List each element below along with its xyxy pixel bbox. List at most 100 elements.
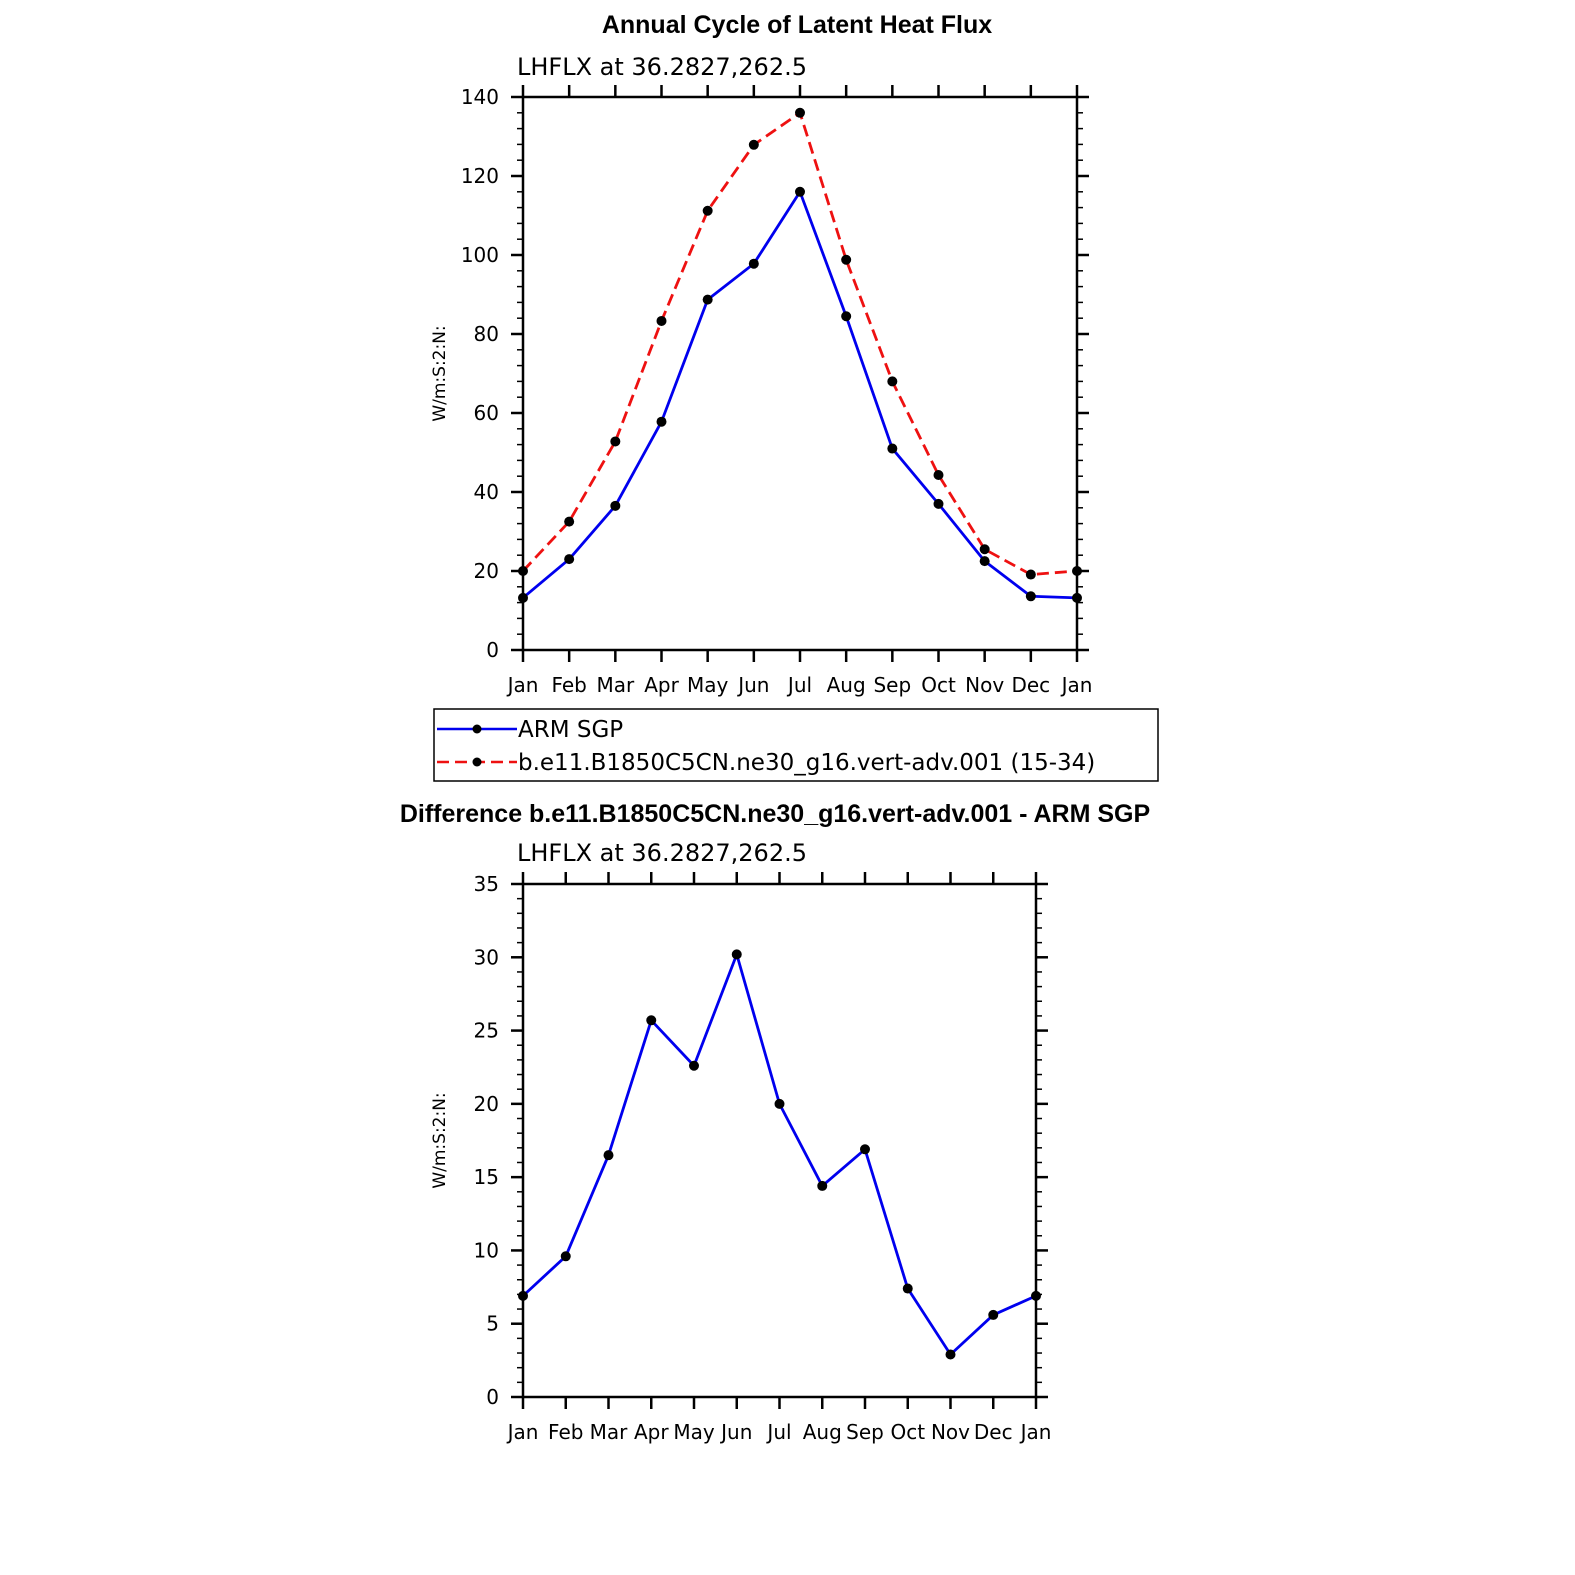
chart-subtitle: LHFLX at 36.2827,262.5 [517,839,807,867]
data-point-0-0 [518,1290,528,1301]
y-tick-label: 20 [474,559,499,583]
data-point-0-7 [817,1180,828,1191]
x-tick-label: Jan [1019,1420,1052,1444]
y-tick-label: 40 [474,480,499,504]
x-tick-label: Dec [1011,673,1050,697]
data-point-0-9 [902,1283,913,1294]
data-point-0-5 [748,258,759,269]
x-tick-label: May [687,673,729,697]
y-tick-label: 10 [474,1238,499,1262]
y-axis-label: W/m:S:2:N: [430,1092,450,1188]
series-line-1 [521,111,1078,576]
x-tick-label: Aug [827,673,866,697]
data-point-0-1 [560,1251,571,1262]
x-tick-label: Dec [974,1420,1013,1444]
data-point-1-12 [1072,566,1082,576]
y-tick-label: 0 [486,638,499,662]
y-tick-label: 80 [474,322,499,346]
x-tick-label: Jan [506,673,539,697]
data-point-0-0 [518,592,528,603]
x-tick-label: Nov [931,1420,970,1444]
data-point-1-3 [656,315,667,326]
data-point-0-4 [702,294,713,305]
y-tick-label: 5 [486,1312,499,1336]
x-tick-label: Sep [846,1420,884,1444]
plot-frame [521,882,1038,1399]
legend-marker-model [472,757,482,767]
data-point-0-8 [887,443,898,454]
data-point-0-4 [689,1060,699,1071]
data-point-1-2 [610,436,621,447]
data-point-1-1 [564,516,575,527]
y-tick-label: 60 [474,401,499,425]
y-tick-label: 15 [474,1165,499,1189]
data-point-0-11 [1025,591,1036,602]
y-tick-label: 120 [461,164,499,188]
data-point-0-3 [656,416,667,427]
chart-title: Annual Cycle of Latent Heat Flux [602,11,992,39]
x-tick-label: Jun [719,1420,752,1444]
data-point-1-8 [887,376,898,387]
x-tick-label: Nov [965,673,1004,697]
data-point-0-10 [945,1349,956,1360]
x-tick-label: Apr [644,673,679,697]
data-point-0-12 [1031,1290,1041,1301]
x-tick-label: Jan [506,1420,539,1444]
x-tick-label: Mar [590,1420,629,1444]
x-tick-label: Jun [736,673,769,697]
legend-marker-arm [472,724,482,734]
data-point-0-7 [841,311,852,322]
x-tick-label: Jul [765,1420,791,1444]
legend: ARM SGP b.e11.B1850C5CN.ne30_g16.vert-ad… [433,708,1159,782]
data-point-1-6 [795,107,805,118]
data-point-0-9 [933,498,944,509]
data-point-0-1 [564,554,575,565]
y-tick-label: 35 [474,872,499,896]
chart-subtitle: LHFLX at 36.2827,262.5 [517,53,807,81]
y-tick-label: 100 [461,243,499,267]
data-point-0-11 [988,1309,999,1320]
legend-label-model: b.e11.B1850C5CN.ne30_g16.vert-adv.001 (1… [518,750,1095,776]
y-tick-label: 25 [474,1019,499,1043]
data-point-0-8 [860,1144,870,1155]
x-tick-label: Mar [596,673,635,697]
data-point-0-5 [731,949,742,960]
series-line-0 [522,190,1078,600]
plot-area: 0 20 40 60 80 100 120 140 Jan Feb Mar Apr May Jun Jul A… [430,85,1092,697]
annual-cycle-chart: Annual Cycle of Latent Heat Flux LHFLX a… [430,11,1092,697]
x-tick-label: Apr [634,1420,669,1444]
y-tick-label: 0 [486,1385,499,1409]
x-tick-label: Feb [548,1420,583,1444]
legend-item-arm: ARM SGP [437,717,623,743]
x-tick-label: Oct [890,1420,925,1444]
data-point-0-2 [603,1150,614,1161]
y-tick-label: 140 [461,85,499,109]
y-tick-label: 30 [474,945,499,969]
data-point-1-5 [748,139,759,150]
y-axis-label: W/m:S:2:N: [430,325,450,421]
x-tick-label: Oct [921,673,956,697]
data-point-1-7 [841,254,852,265]
data-point-0-10 [979,556,990,567]
legend-label-arm: ARM SGP [518,717,623,743]
x-tick-label: Feb [551,673,586,697]
plot-area: 0 5 10 15 20 25 30 35 Jan Feb Mar Apr May Jun Jul Aug Se… [430,872,1051,1444]
data-point-0-12 [1072,592,1082,603]
data-point-0-6 [795,186,805,197]
data-point-1-9 [933,470,944,481]
x-tick-label: Aug [803,1420,842,1444]
data-point-1-10 [979,544,990,555]
difference-chart: Difference b.e11.B1850C5CN.ne30_g16.vert… [400,800,1150,1444]
chart-title: Difference b.e11.B1850C5CN.ne30_g16.vert… [400,800,1150,828]
data-point-1-4 [702,205,713,216]
data-point-0-3 [646,1015,657,1026]
series-line-0 [522,952,1037,1356]
y-tick-label: 20 [474,1092,499,1116]
data-point-1-0 [518,566,528,576]
data-point-1-11 [1025,569,1036,580]
x-tick-label: Jan [1060,673,1093,697]
x-tick-label: May [673,1420,715,1444]
data-point-0-2 [610,500,621,511]
x-tick-label: Jul [786,673,812,697]
legend-box [433,708,1159,782]
